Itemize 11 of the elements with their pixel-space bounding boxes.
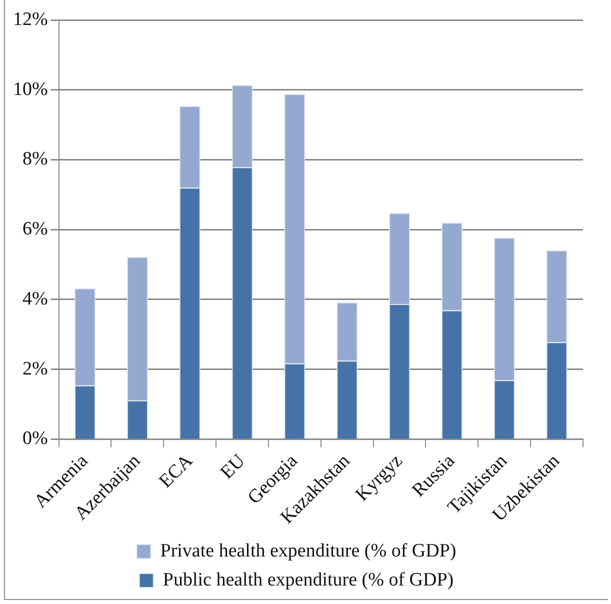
y-tick-label: 8% <box>22 148 48 170</box>
legend-label: Private health expenditure (% of GDP) <box>160 540 456 562</box>
y-tick-label: 6% <box>22 218 48 240</box>
y-tick-label: 4% <box>22 288 48 310</box>
y-tick-label: 12% <box>13 8 48 30</box>
x-tick-label: ECA <box>155 450 198 492</box>
legend-label: Public health expenditure (% of GDP) <box>162 569 454 590</box>
x-tick-label: EU <box>216 450 250 484</box>
y-tick-label: 10% <box>13 78 48 100</box>
y-tick-label: 2% <box>22 358 48 380</box>
y-tick-label: 0% <box>22 428 48 450</box>
